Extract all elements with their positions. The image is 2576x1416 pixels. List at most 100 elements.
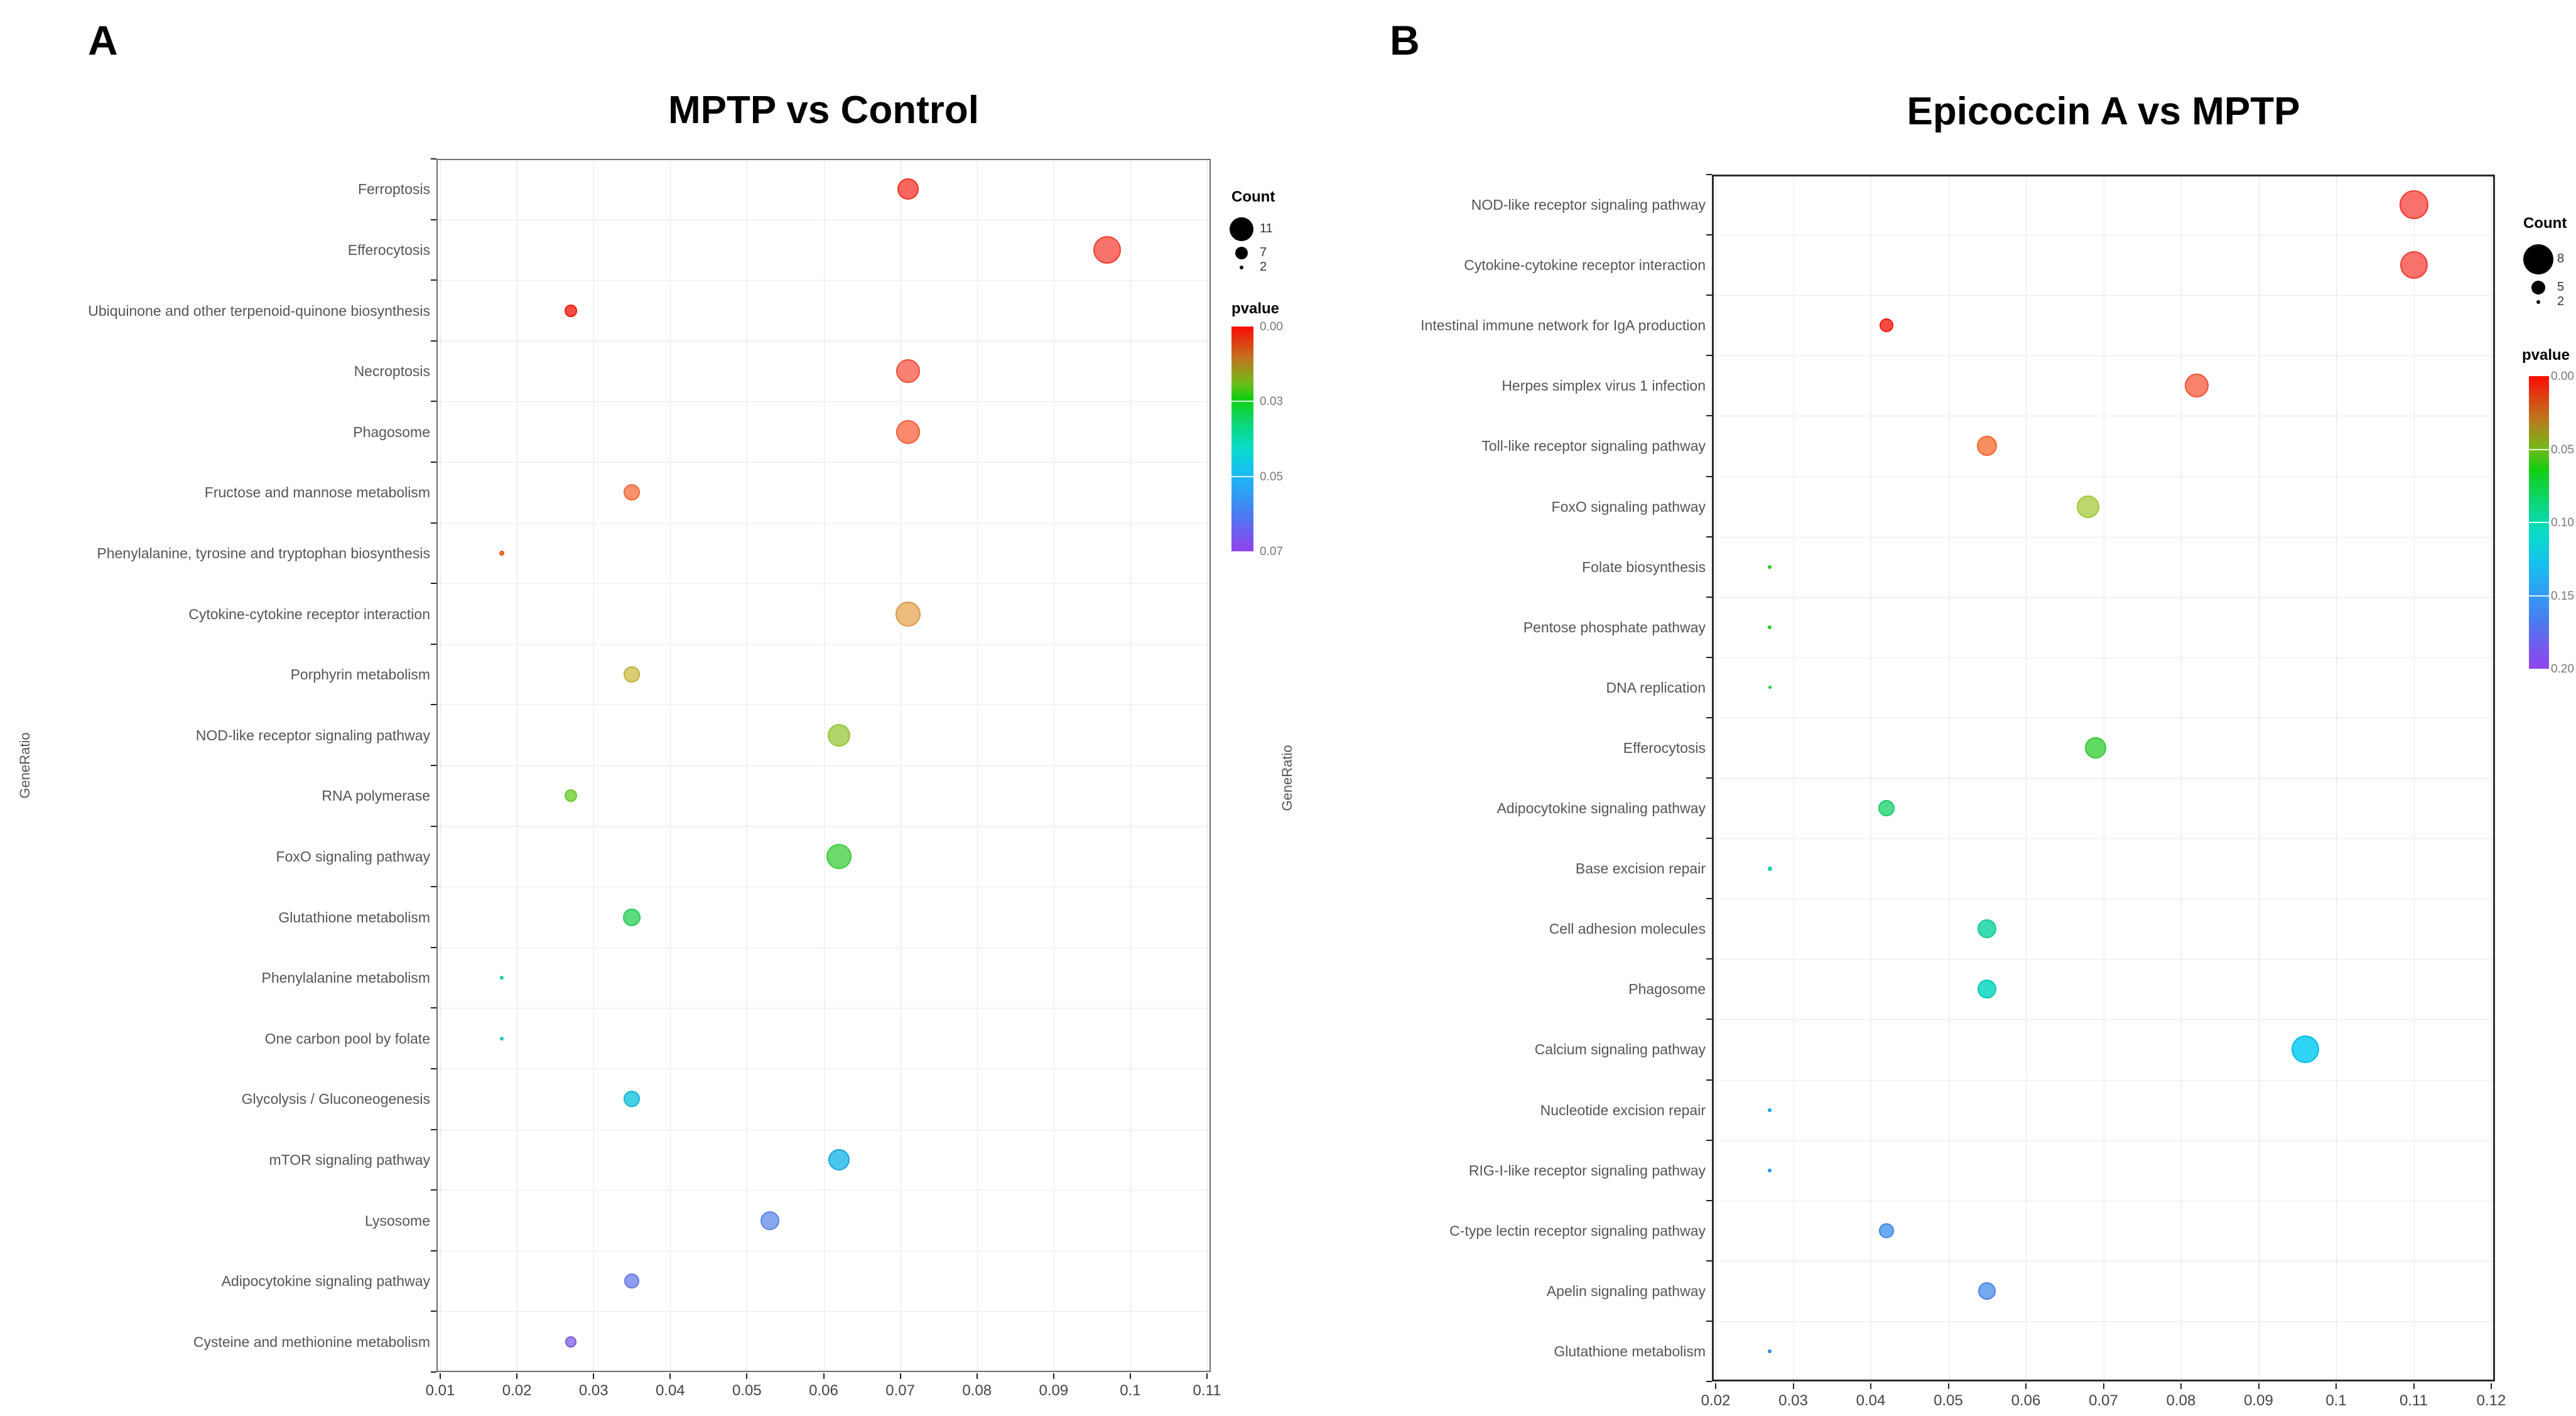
x-axis-tick	[669, 1373, 671, 1379]
data-bubble	[896, 419, 920, 444]
gridline-horizontal	[1712, 1321, 2495, 1322]
y-axis-tick	[431, 583, 436, 585]
y-axis-tick	[431, 643, 436, 645]
x-axis-tick	[1947, 1383, 1949, 1389]
gridline-horizontal	[1712, 536, 2495, 538]
y-axis-tick	[431, 401, 436, 403]
data-bubble	[624, 484, 641, 501]
x-axis-tick	[746, 1373, 748, 1379]
x-axis-tick	[976, 1373, 978, 1379]
x-axis-tick	[1792, 1383, 1794, 1389]
data-bubble	[2085, 737, 2107, 759]
pathway-label: Intestinal immune network for IgA produc…	[1421, 317, 1706, 334]
x-axis-tick	[440, 1373, 441, 1379]
x-axis-tick-label: 0.01	[425, 1382, 455, 1399]
pvalue-colorbar-label: 0.07	[1260, 545, 1283, 558]
pvalue-colorbar-break	[1231, 475, 1253, 477]
gridline-horizontal	[1712, 1140, 2495, 1141]
x-axis-tick-label: 0.03	[578, 1382, 609, 1399]
pathway-label: Lysosome	[365, 1212, 430, 1229]
plot-panel-border	[436, 159, 1211, 1372]
pathway-label: Apelin signaling pathway	[1546, 1282, 1706, 1299]
data-bubble	[1977, 436, 1998, 457]
y-axis-tick	[1706, 777, 1712, 779]
data-bubble	[896, 359, 920, 384]
data-bubble	[1978, 980, 1997, 999]
pathway-label: Phenylalanine, tyrosine and tryptophan b…	[97, 544, 430, 561]
pathway-label: Nucleotide excision repair	[1540, 1101, 1706, 1118]
pvalue-colorbar-break	[2529, 522, 2549, 523]
data-bubble	[1878, 800, 1895, 817]
data-bubble	[760, 1211, 780, 1230]
y-axis-tick	[1706, 234, 1712, 236]
data-bubble	[564, 789, 577, 803]
gridline-horizontal	[436, 1190, 1211, 1191]
pathway-label: Ubiquinone and other terpenoid-quinone b…	[88, 302, 430, 319]
pvalue-colorbar-break	[2529, 595, 2549, 597]
data-bubble	[828, 1148, 850, 1170]
pvalue-colorbar-break	[2529, 448, 2549, 450]
legend-count-value: 7	[1260, 246, 1267, 259]
x-axis-tick-label: 0.06	[809, 1382, 838, 1399]
x-axis-tick	[2258, 1383, 2259, 1389]
y-axis-tick	[1706, 1139, 1712, 1141]
pvalue-colorbar-label: 0.15	[2551, 589, 2574, 603]
x-axis-tick	[516, 1373, 518, 1379]
pathway-label: Porphyrin metabolism	[290, 666, 430, 683]
y-axis-tick	[1706, 1199, 1712, 1201]
gridline-horizontal	[436, 583, 1211, 585]
pathway-label: Necroptosis	[354, 363, 430, 380]
pathway-label: DNA replication	[1606, 679, 1706, 696]
y-axis-tick	[431, 522, 436, 524]
x-axis-tick	[823, 1373, 825, 1379]
x-axis-tick-label: 0.1	[1120, 1382, 1141, 1399]
panel-a-title: MPTP vs Control	[668, 89, 979, 132]
x-axis-tick	[2180, 1383, 2182, 1389]
y-axis-tick	[1706, 1079, 1712, 1081]
y-axis-tick	[431, 340, 436, 342]
pathway-label: Efferocytosis	[347, 241, 430, 258]
pathway-label: Efferocytosis	[1623, 739, 1706, 756]
x-axis-tick-label: 0.07	[885, 1382, 915, 1399]
legend-count-bubble	[2536, 300, 2540, 304]
x-axis-tick	[1206, 1373, 1208, 1379]
y-axis-tick	[1706, 596, 1712, 598]
data-bubble	[1768, 565, 1772, 569]
pathway-label: RNA polymerase	[322, 787, 430, 804]
data-bubble	[1767, 866, 1772, 871]
panel-a-letter: A	[88, 17, 118, 63]
y-axis-tick	[1706, 838, 1712, 840]
gridline-horizontal	[1712, 597, 2495, 598]
data-bubble	[2076, 495, 2099, 518]
gridline-horizontal	[436, 401, 1211, 403]
data-bubble	[1878, 1223, 1894, 1238]
data-bubble	[1768, 1108, 1772, 1112]
pathway-label: C-type lectin receptor signaling pathway	[1449, 1222, 1706, 1239]
pathway-label: Cell adhesion molecules	[1549, 921, 1706, 938]
x-axis-tick	[2413, 1383, 2415, 1389]
pathway-label: Adipocytokine signaling pathway	[221, 1273, 430, 1290]
y-axis-tick	[431, 279, 436, 281]
pathway-label: FoxO signaling pathway	[276, 848, 430, 865]
x-axis-tick-label: 0.04	[655, 1382, 685, 1399]
y-axis-tick	[1706, 716, 1712, 718]
pathway-label: Calcium signaling pathway	[1534, 1041, 1706, 1058]
data-bubble	[2400, 251, 2428, 279]
gridline-horizontal	[1712, 778, 2495, 779]
gridline-horizontal	[436, 522, 1211, 524]
pathway-label: Glutathione metabolism	[278, 909, 430, 926]
y-axis-tick	[431, 825, 436, 827]
y-axis-tick	[1706, 1320, 1712, 1322]
x-axis-tick	[2335, 1383, 2337, 1389]
y-axis-tick	[431, 1007, 436, 1009]
pathway-label: NOD-like receptor signaling pathway	[1471, 197, 1706, 213]
y-axis-tick	[431, 886, 436, 888]
legend-count-bubble	[2523, 244, 2553, 274]
x-axis-tick	[1870, 1383, 1871, 1389]
panel-b-title: Epicoccin A vs MPTP	[1907, 90, 2300, 133]
x-axis-tick-label: 0.06	[2011, 1392, 2041, 1409]
pathway-label: Phenylalanine metabolism	[261, 970, 431, 986]
y-axis-tick	[1706, 656, 1712, 658]
y-axis-tick	[431, 704, 436, 706]
y-axis-tick	[431, 765, 436, 766]
